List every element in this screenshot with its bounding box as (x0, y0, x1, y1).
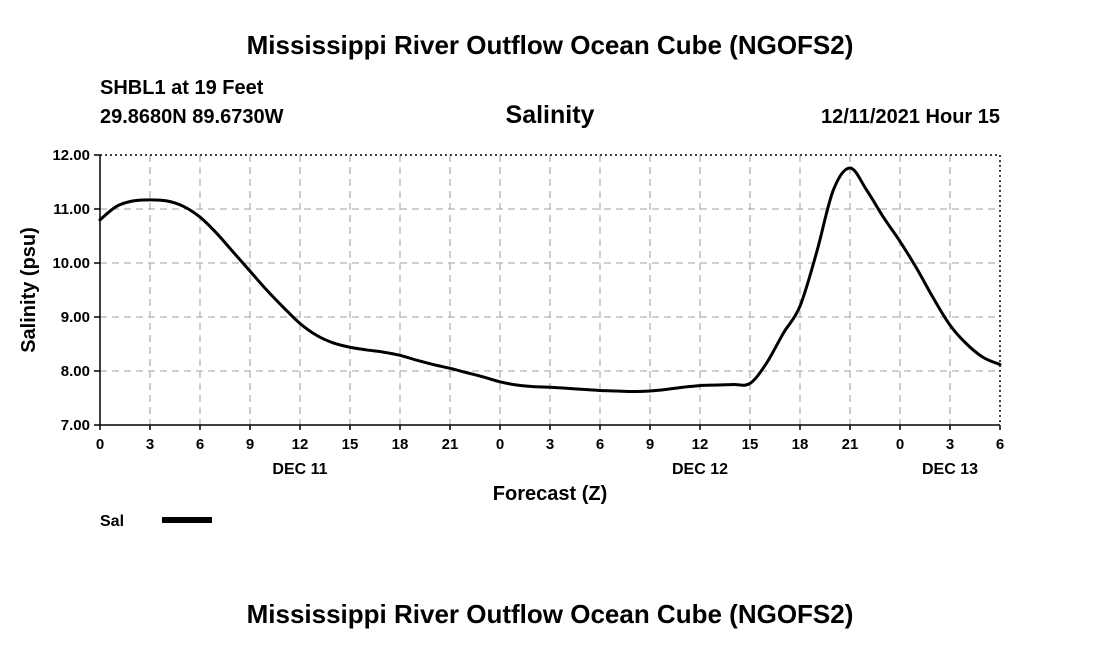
x-tick-label: 3 (546, 436, 554, 453)
x-tick-label: 12 (692, 436, 709, 453)
y-tick-label: 8.00 (61, 363, 90, 380)
y-tick-label: 11.00 (53, 201, 90, 218)
axes (94, 154, 1001, 430)
x-tick-label: 9 (646, 436, 654, 453)
x-tick-label: 18 (792, 436, 809, 453)
x-tick-label: 6 (196, 436, 204, 453)
x-tick-label: 21 (842, 436, 859, 453)
series-line-sal (98, 166, 1002, 394)
y-tick-label: 10.00 (52, 255, 90, 272)
page-title: Mississippi River Outflow Ocean Cube (NG… (246, 30, 854, 60)
x-tick-label: 15 (342, 436, 359, 453)
x-tick-label: 9 (246, 436, 254, 453)
x-tick-label: 18 (392, 436, 409, 453)
legend: Sal (100, 513, 212, 530)
x-tick-label: 12 (292, 436, 309, 453)
x-tick-label: 6 (996, 436, 1004, 453)
axis-labels: 0 3 6 9 12 15 18 21 0 3 6 9 12 15 18 21 0 3 6 DEC 11 DEC 12 D… (18, 147, 1004, 505)
y-tick-label: 12.00 (52, 147, 90, 164)
forecast-datetime: 12/11/2021 Hour 15 (820, 106, 1000, 128)
y-tick-label: 9.00 (61, 309, 90, 326)
x-tick-label: 0 (896, 436, 904, 453)
y-axis-title: Salinity (psu) (18, 227, 40, 353)
x-tick-label: 6 (596, 436, 604, 453)
x-tick-label: 21 (442, 436, 459, 453)
x-axis-title: Forecast (Z) (493, 483, 607, 505)
series-layer (98, 166, 1002, 394)
footer-title: Mississippi River Outflow Ocean Cube (NG… (246, 599, 854, 629)
station-coordinates: 29.8680N 89.6730W (100, 106, 284, 128)
chart-title: Salinity (505, 101, 595, 129)
x-date-label: DEC 12 (672, 461, 728, 478)
x-tick-label: 3 (946, 436, 954, 453)
grid (100, 155, 1000, 425)
x-date-label: DEC 13 (922, 461, 978, 478)
y-tick-label: 7.00 (61, 417, 90, 434)
station-label: SHBL1 at 19 Feet (100, 77, 264, 99)
x-date-label: DEC 11 (272, 461, 327, 478)
x-tick-label: 0 (496, 436, 504, 453)
x-tick-label: 15 (742, 436, 759, 453)
legend-label: Sal (100, 513, 124, 530)
x-tick-label: 0 (96, 436, 104, 453)
x-tick-label: 3 (146, 436, 154, 453)
